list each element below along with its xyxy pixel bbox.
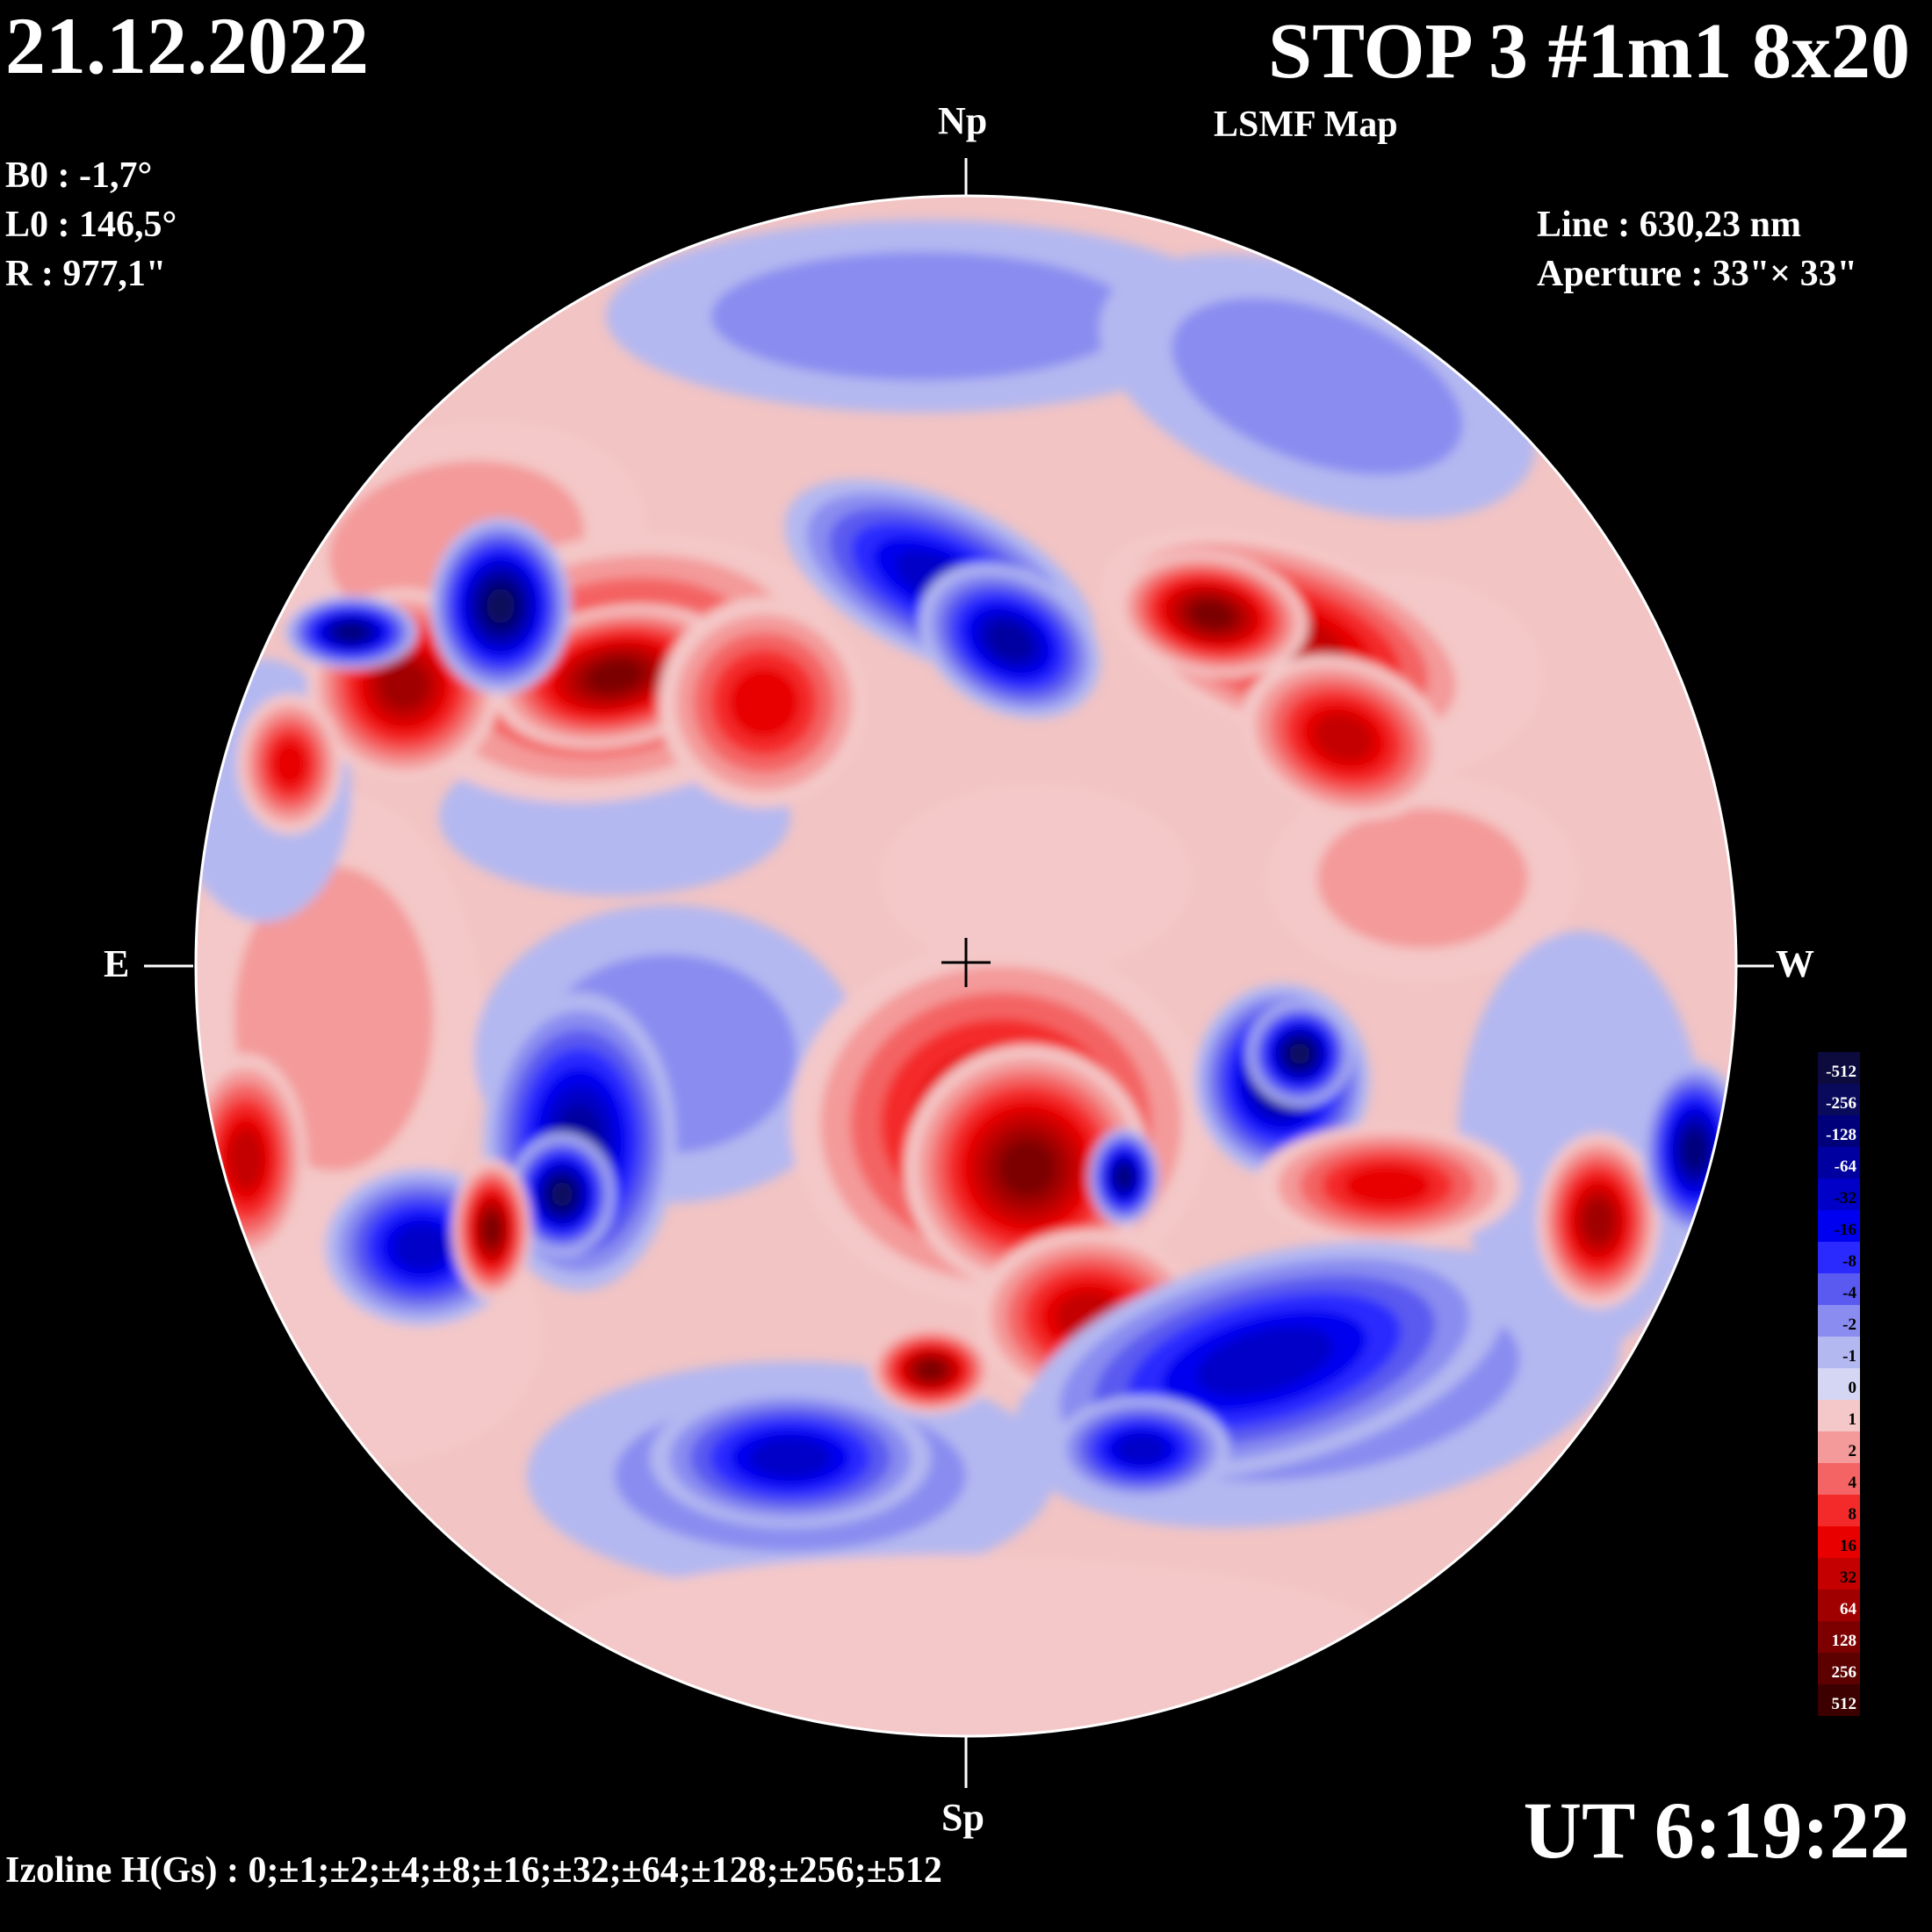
observation-date: 21.12.2022 — [5, 1, 369, 90]
legend-swatch — [1818, 1273, 1860, 1305]
legend-swatch — [1818, 1337, 1860, 1368]
negative-field-contour — [711, 251, 1133, 381]
south-pole-label: Sp — [941, 1796, 984, 1839]
legend-swatch — [1818, 1305, 1860, 1337]
legend-label: 32 — [1840, 1568, 1856, 1587]
legend-swatch — [1818, 1400, 1860, 1431]
magnetic-field-regions — [196, 220, 1736, 1736]
positive-field-contour — [1344, 1164, 1431, 1207]
legend-label: -32 — [1835, 1189, 1856, 1208]
legend-label: -16 — [1835, 1221, 1856, 1239]
positive-field-contour — [1317, 808, 1528, 948]
positive-field-contour — [483, 1214, 501, 1245]
legend-swatch — [1818, 1621, 1860, 1653]
legend-label: 512 — [1832, 1695, 1857, 1713]
negative-field-contour — [1171, 298, 1463, 475]
legend-label: -2 — [1842, 1316, 1856, 1334]
compass-ticks — [144, 158, 1774, 1788]
negative-field-contour — [1116, 1433, 1167, 1465]
legend-label: -256 — [1826, 1094, 1856, 1113]
disk-center-crosshair — [941, 938, 991, 987]
legend-label: -512 — [1826, 1063, 1856, 1081]
negative-field-contour — [1196, 1326, 1333, 1396]
positive-field-contour — [917, 1359, 945, 1381]
param-aperture: Aperture : 33"× 33" — [1537, 254, 1857, 294]
legend-swatch — [1818, 1590, 1860, 1621]
legend-label: 2 — [1849, 1442, 1857, 1460]
positive-field-contour — [228, 1128, 263, 1190]
legend-label: -8 — [1842, 1252, 1856, 1271]
solar-disk — [194, 194, 1738, 1738]
positive-field-contour — [999, 1140, 1056, 1196]
legend-swatch — [1818, 1115, 1860, 1147]
negative-field-contour — [551, 1182, 573, 1207]
param-b0: B0 : -1,7° — [5, 155, 153, 196]
positive-field-contour — [1582, 1199, 1614, 1243]
legend-swatch — [1818, 1684, 1860, 1716]
negative-field-contour — [987, 621, 1033, 661]
map-title: STOP 3 #1m1 8x20 — [1268, 8, 1910, 95]
param-spectral-line: Line : 630,23 nm — [1537, 205, 1802, 245]
legend-swatch — [1818, 1431, 1860, 1463]
legend-label: 256 — [1832, 1663, 1857, 1682]
observation-time: UT 6:19:22 — [1523, 1785, 1910, 1875]
legend-label: -64 — [1835, 1157, 1857, 1176]
negative-field-contour — [336, 624, 366, 641]
negative-field-contour — [750, 1438, 831, 1478]
positive-field-contour — [588, 660, 642, 693]
legend-swatch — [1818, 1463, 1860, 1495]
legend-swatch — [1818, 1179, 1860, 1210]
north-pole-label: Np — [938, 99, 988, 142]
legend-swatch — [1818, 1084, 1860, 1115]
negative-field-contour — [1683, 1130, 1707, 1171]
legend-swatch — [1818, 1495, 1860, 1526]
legend-swatch — [1818, 1242, 1860, 1273]
param-radius: R : 977,1" — [5, 254, 167, 294]
param-l0: L0 : 146,5° — [5, 205, 177, 245]
legend-label: 1 — [1849, 1410, 1857, 1429]
isoline-levels: Izoline H(Gs) : 0;±1;±2;±4;±8;±16;±32;±6… — [5, 1850, 942, 1891]
legend-swatch — [1818, 1653, 1860, 1684]
legend-label: 4 — [1849, 1474, 1857, 1492]
color-scale-legend: -512 -256 -128 -64 -32 -16 -8 -4 -2 -1 0 1 2 4 8 16 32 64… — [1818, 1052, 1860, 1716]
positive-field-contour — [1190, 601, 1234, 629]
map-subtitle: LSMF Map — [1214, 105, 1398, 145]
west-label: W — [1776, 942, 1814, 985]
legend-swatch — [1818, 1526, 1860, 1558]
positive-field-contour — [1314, 714, 1373, 761]
legend-label: 8 — [1849, 1505, 1857, 1524]
negative-field-contour — [1289, 1043, 1310, 1064]
legend-swatch — [1818, 1210, 1860, 1242]
legend-label: 128 — [1832, 1632, 1857, 1650]
negative-field-contour — [393, 1224, 450, 1270]
legend-label: 64 — [1840, 1600, 1857, 1618]
legend-label: -1 — [1842, 1347, 1856, 1366]
positive-field-contour — [272, 740, 307, 788]
positive-field-contour — [527, 1554, 1405, 1736]
legend-label: -128 — [1826, 1126, 1856, 1144]
positive-field-contour — [878, 782, 1194, 975]
legend-label: -4 — [1842, 1284, 1856, 1302]
legend-swatch — [1818, 1558, 1860, 1590]
legend-label: 16 — [1840, 1537, 1856, 1555]
east-label: E — [104, 942, 130, 985]
legend-swatch — [1818, 1368, 1860, 1400]
positive-field-contour — [379, 660, 429, 710]
legend-label: 0 — [1849, 1379, 1857, 1397]
legend-swatch — [1818, 1147, 1860, 1179]
negative-field-contour — [1116, 1165, 1132, 1188]
positive-field-contour — [729, 667, 799, 738]
negative-field-contour — [487, 588, 515, 624]
legend-swatch — [1818, 1052, 1860, 1084]
